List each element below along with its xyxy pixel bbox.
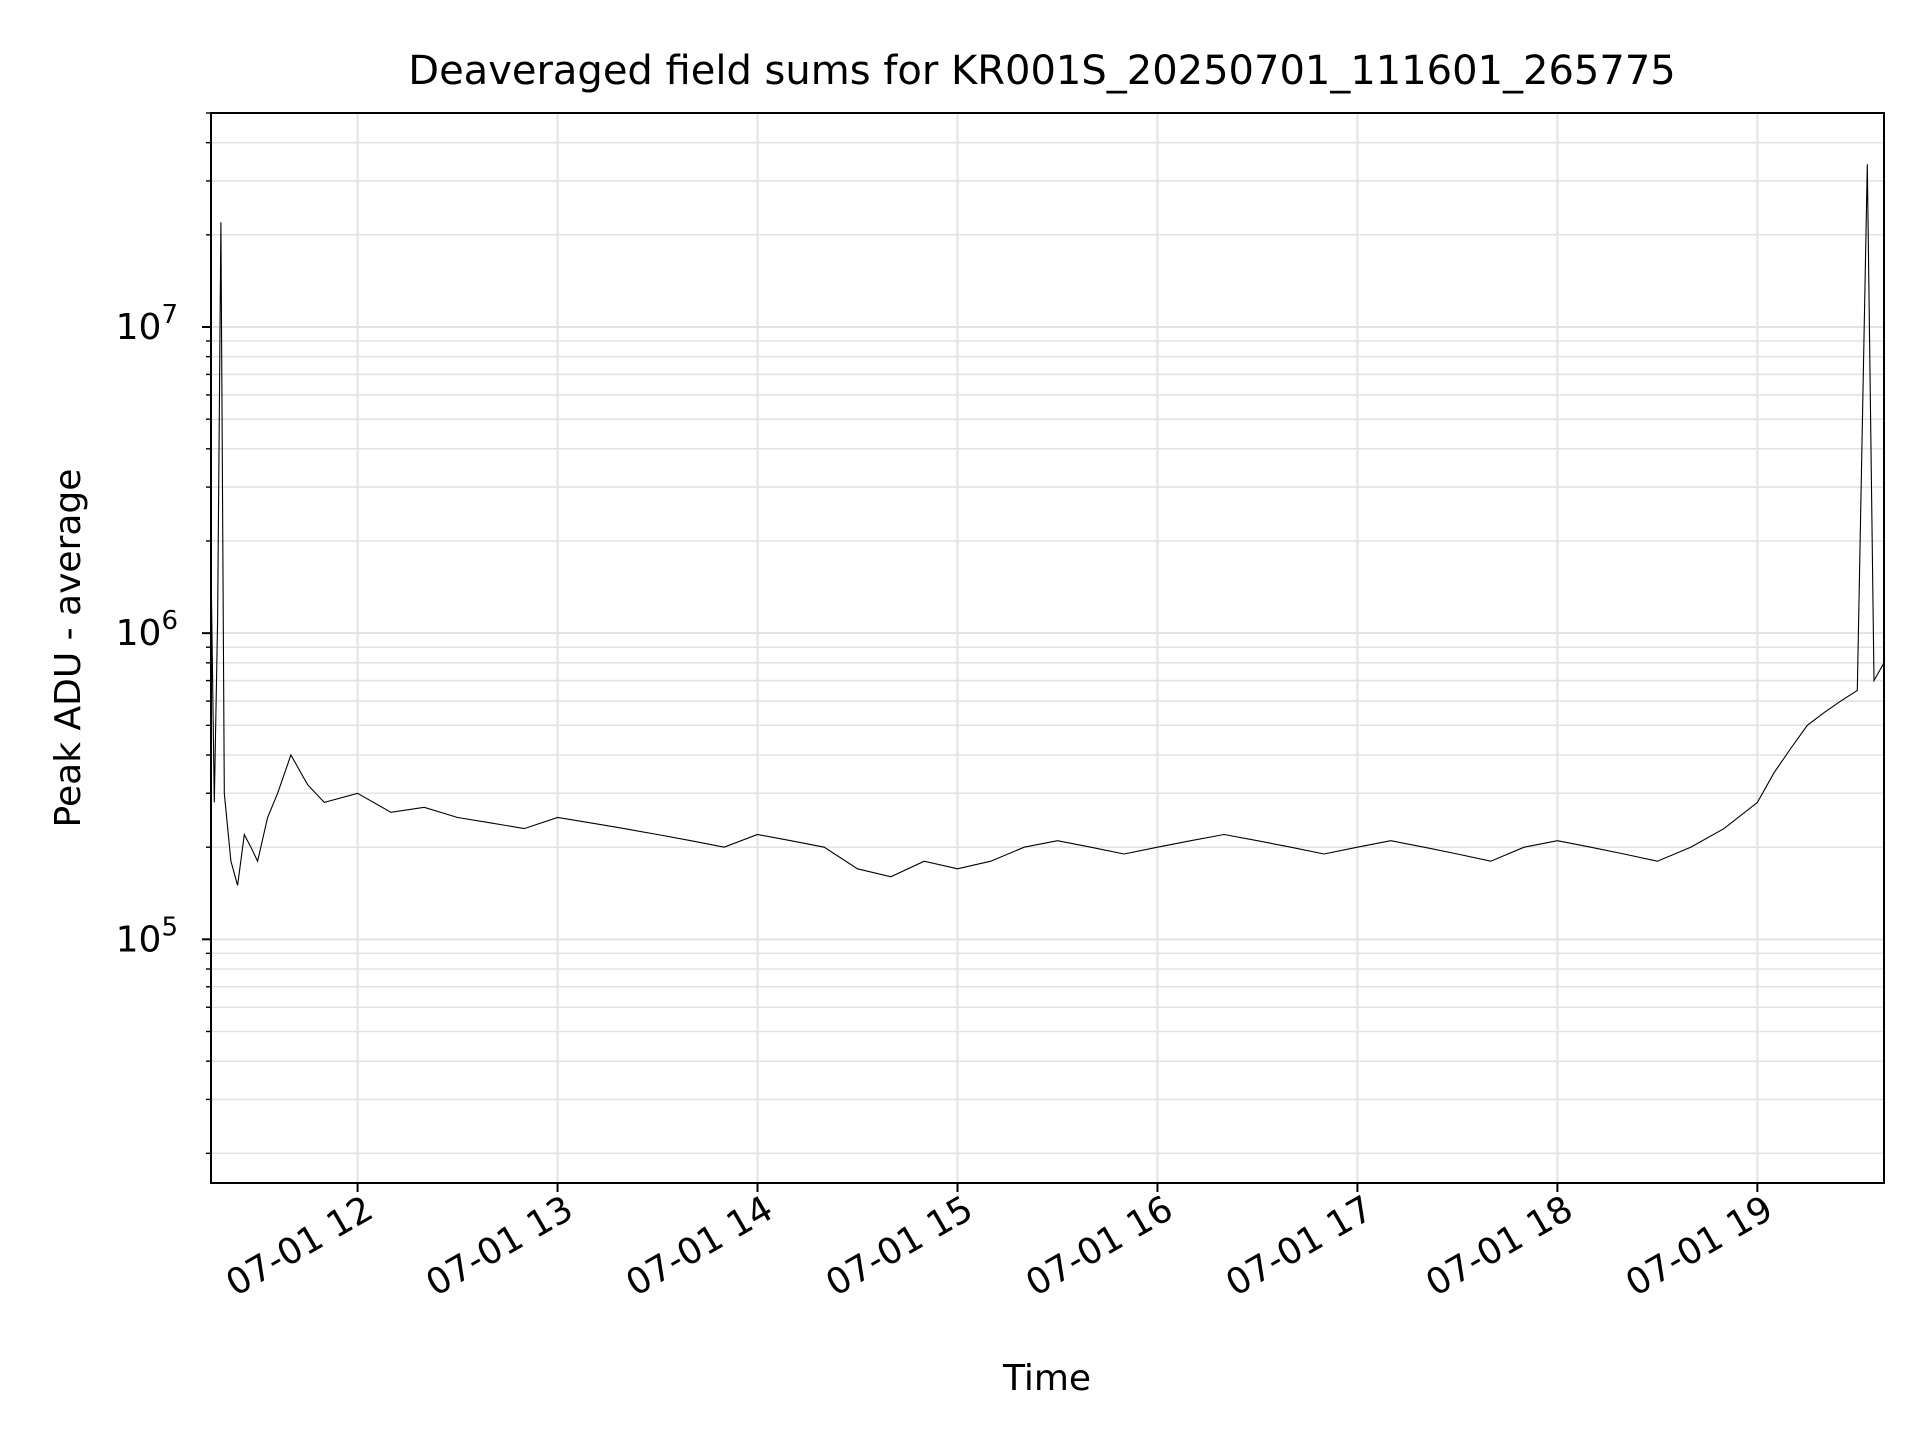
x-axis-label: Time (1002, 1358, 1091, 1399)
x-tick-label: 07-01 15 (819, 1188, 980, 1304)
x-tick-label: 07-01 13 (419, 1188, 580, 1304)
y-axis-label: Peak ADU - average (48, 469, 89, 828)
plot-frame (210, 112, 1885, 1184)
x-tick-label: 07-01 14 (619, 1188, 780, 1304)
y-tick-label: 107 (116, 300, 178, 348)
chart-title: Deaveraged field sums for KR001S_2025070… (408, 48, 1675, 94)
y-tick-label: 105 (116, 912, 178, 960)
grid (211, 112, 1884, 1183)
x-tick-label: 07-01 12 (219, 1188, 380, 1304)
series-line (210, 164, 1885, 886)
x-tick-label: 07-01 16 (1019, 1188, 1180, 1304)
y-tick-label: 106 (116, 606, 178, 654)
y-axis: 105 106 107 (116, 112, 211, 1155)
x-axis: 07-01 12 07-01 13 07-01 14 07-01 15 07-01 16… (219, 1183, 1780, 1305)
x-tick-label: 07-01 18 (1419, 1188, 1580, 1304)
x-tick-label: 07-01 19 (1619, 1188, 1780, 1304)
x-tick-label: 07-01 17 (1219, 1188, 1380, 1304)
